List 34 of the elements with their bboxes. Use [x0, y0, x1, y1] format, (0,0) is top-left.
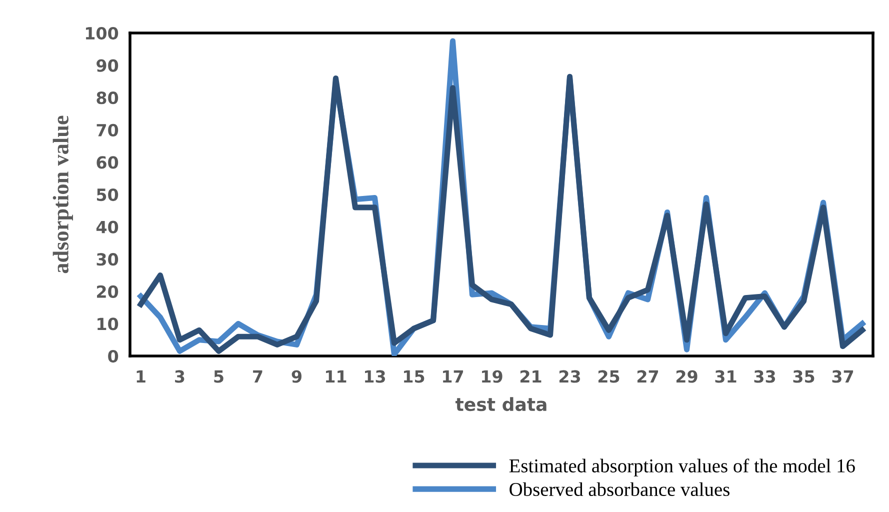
y-tick-label: 60 — [96, 156, 118, 169]
y-tick-label: 40 — [96, 220, 118, 234]
x-tick-label: 11 — [326, 370, 346, 383]
y-tick-label: 50 — [96, 188, 118, 202]
x-tick-label: 21 — [520, 370, 542, 383]
x-tick-label: 3 — [175, 370, 184, 383]
x-tick-label: 7 — [253, 370, 262, 383]
y-tick-label: 80 — [96, 92, 118, 104]
x-tick-label: 9 — [292, 370, 302, 383]
x-tick-label: 5 — [214, 370, 224, 383]
x-tick-label: 27 — [637, 370, 658, 383]
x-tick-label: 15 — [404, 370, 424, 383]
x-tick-label: 19 — [482, 370, 502, 383]
x-tick-label: 33 — [754, 370, 776, 383]
legend-label: Estimated absorption values of the model 16 — [509, 458, 855, 476]
y-tick-label: 30 — [96, 253, 118, 266]
x-tick-label: 13 — [365, 370, 386, 383]
y-tick-label: 10 — [98, 318, 118, 330]
y-tick-label: 0 — [108, 350, 118, 363]
y-axis-title: adsorption value — [52, 116, 73, 274]
legend-label: Observed absorbance values — [510, 482, 730, 496]
y-tick-label: 90 — [96, 59, 118, 72]
x-tick-label: 35 — [793, 370, 814, 383]
x-tick-label: 1 — [136, 370, 146, 383]
y-tick-label: 20 — [97, 285, 118, 298]
x-tick-label: 17 — [443, 370, 464, 383]
y-tick-label: 100 — [86, 26, 118, 40]
x-tick-label: 29 — [676, 370, 698, 383]
y-tick-label: 70 — [96, 124, 118, 136]
x-axis-title: test data — [456, 397, 546, 412]
x-tick-label: 31 — [715, 370, 736, 383]
x-tick-label: 23 — [559, 370, 580, 383]
x-tick-label: 25 — [598, 370, 620, 383]
x-tick-label: 37 — [832, 370, 854, 383]
